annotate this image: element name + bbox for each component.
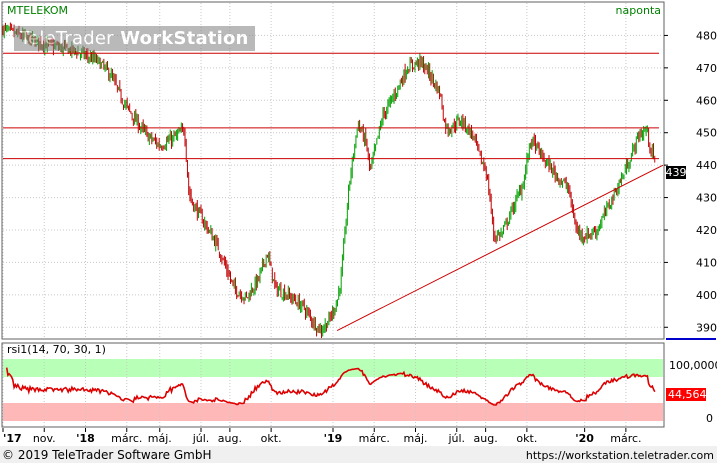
time-tick-label: '17: [3, 432, 22, 445]
time-tick-label: okt.: [261, 432, 282, 445]
price-tick-label: 410: [696, 256, 717, 269]
footer-bar: [0, 446, 717, 463]
rsi-value-badge-bg: [666, 388, 706, 401]
time-axis: '17 nov. '18 márc. máj. júl. aug. okt. '19 márc. m…: [2, 428, 642, 445]
time-tick-label: nov.: [33, 432, 56, 445]
price-tick-label: 390: [696, 321, 717, 334]
price-tick-label: 440: [696, 159, 717, 172]
price-tick-label: 400: [696, 289, 717, 302]
rsi-value-badge: 44,5649: [668, 388, 714, 401]
footer-url[interactable]: https://workstation.teletrader.com: [526, 449, 714, 462]
time-tick-label: márc.: [610, 432, 641, 445]
time-tick-label: máj.: [403, 432, 427, 445]
price-tick-label: 430: [696, 192, 717, 205]
price-tick-label: 470: [696, 62, 717, 75]
time-tick-label: júl.: [447, 432, 465, 445]
time-tick-label: márc.: [359, 432, 390, 445]
rsi-label: rsi1(14, 70, 30, 1): [7, 343, 106, 356]
footer-copyright: © 2019 TeleTrader Software GmbH: [2, 448, 212, 462]
rsi-lower-tick: 0: [706, 412, 713, 425]
watermark-brand: TeleTrader: [20, 28, 114, 49]
price-tick-label: 460: [696, 94, 717, 107]
time-tick-label: júl.: [192, 432, 210, 445]
teletrader-watermark: TeleTrader WorkStation: [14, 26, 255, 51]
horizontal-levels: [3, 52, 659, 160]
time-tick-label: '20: [575, 432, 594, 445]
time-tick-label: '18: [76, 432, 95, 445]
time-tick-label: márc.: [111, 432, 142, 445]
rsi-upper-tick: 100,0000: [669, 359, 717, 372]
rsi-oversold-zone: [3, 403, 663, 421]
time-tick-label: máj.: [148, 432, 172, 445]
time-tick-label: okt.: [516, 432, 537, 445]
price-axis: 390 400 410 420 430 440 450 460 470 480: [664, 29, 717, 334]
rsi-line: [5, 367, 656, 406]
price-tick-label: 450: [696, 127, 717, 140]
price-tick-label: 420: [696, 224, 717, 237]
time-tick-label: aug.: [474, 432, 498, 445]
interval-label: naponta: [616, 4, 661, 17]
last-price-badge: 439: [666, 166, 687, 179]
watermark-product: WorkStation: [120, 28, 249, 49]
last-price-badge-bg: [666, 166, 686, 179]
time-tick-label: '19: [324, 432, 343, 445]
symbol-label: MTELEKOM: [7, 4, 68, 17]
trendline[interactable]: [336, 164, 664, 331]
time-tick-label: aug.: [218, 432, 242, 445]
price-tick-label: 480: [696, 29, 717, 42]
